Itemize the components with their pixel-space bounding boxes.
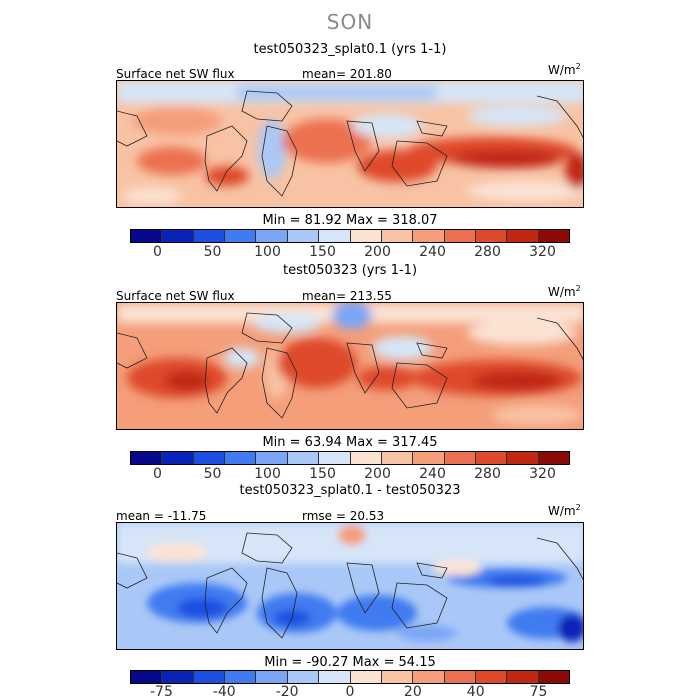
colorbar-swatch — [350, 671, 382, 683]
colorbar-tick-label: 320 — [529, 466, 556, 482]
panel-3-title: test050323_splat0.1 - test050323 — [239, 483, 461, 498]
colorbar-tick-label: 280 — [474, 466, 501, 482]
colorbar-tick-label: 50 — [203, 244, 222, 260]
colorbar-tick-label: 150 — [309, 244, 336, 260]
colorbar-swatch — [225, 230, 257, 242]
panel-2-units: W/m2 — [548, 284, 581, 299]
colorbar-tick-label: -40 — [212, 684, 236, 700]
panel-2-variable-label: Surface net SW flux — [116, 289, 235, 303]
colorbar-swatch — [287, 671, 320, 683]
colorbar-tick-label: 280 — [474, 244, 501, 260]
colorbar-swatch — [350, 452, 382, 464]
panel-3-colorbar-ticks: -75 -40 -20 0 20 40 75 — [130, 684, 570, 700]
panel-1-mean: mean= 201.80 — [302, 67, 392, 81]
colorbar-swatch — [413, 230, 445, 242]
colorbar-tick-label: 240 — [419, 244, 446, 260]
panel-2-map — [116, 302, 584, 430]
colorbar-swatch — [444, 671, 476, 683]
colorbar-swatch — [475, 452, 508, 464]
colorbar-tick-label: -20 — [275, 684, 299, 700]
colorbar-tick-label: 200 — [364, 244, 391, 260]
colorbar-tick-label: -75 — [149, 684, 173, 700]
colorbar-tick-label: 320 — [529, 244, 556, 260]
colorbar-swatch — [193, 671, 226, 683]
colorbar-swatch — [538, 230, 570, 242]
colorbar-tick-label: 100 — [254, 244, 281, 260]
colorbar-swatch — [131, 452, 163, 464]
colorbar-tick-label: 0 — [153, 466, 162, 482]
colorbar-tick-label: 40 — [466, 684, 485, 700]
colorbar-tick-label: 50 — [203, 466, 222, 482]
panel-3-min-max: Min = -90.27 Max = 54.15 — [264, 655, 436, 670]
panel-2-min-max: Min = 63.94 Max = 317.45 — [262, 435, 438, 450]
colorbar-tick-label: 100 — [254, 466, 281, 482]
colorbar-tick-label: 0 — [153, 244, 162, 260]
colorbar-swatch — [287, 452, 320, 464]
colorbar-swatch — [538, 452, 570, 464]
panel-1-colorbar-ticks: 0 50 100 150 200 240 280 320 — [130, 244, 570, 260]
panel-1-colorbar — [130, 229, 570, 243]
colorbar-swatch — [507, 452, 539, 464]
panel-2-mean: mean= 213.55 — [302, 289, 392, 303]
colorbar-swatch — [381, 230, 414, 242]
colorbar-tick-label: 75 — [529, 684, 548, 700]
colorbar-swatch — [538, 671, 570, 683]
panel-3-map — [116, 522, 584, 650]
colorbar-swatch — [256, 230, 288, 242]
panel-3-mean: mean = -11.75 — [116, 509, 207, 523]
colorbar-swatch — [413, 671, 445, 683]
season-title: SON — [326, 10, 374, 34]
colorbar-swatch — [319, 452, 351, 464]
colorbar-swatch — [475, 230, 508, 242]
colorbar-swatch — [381, 452, 414, 464]
colorbar-tick-label: 150 — [309, 466, 336, 482]
colorbar-swatch — [193, 230, 226, 242]
panel-3-colorbar — [130, 670, 570, 684]
panel-1-map-field — [117, 81, 583, 207]
panel-3-units: W/m2 — [548, 503, 581, 518]
colorbar-swatch — [162, 671, 194, 683]
colorbar-swatch — [256, 452, 288, 464]
colorbar-swatch — [475, 671, 508, 683]
panel-3-map-field — [117, 523, 583, 649]
colorbar-swatch — [131, 671, 163, 683]
colorbar-swatch — [319, 671, 351, 683]
colorbar-tick-label: 240 — [419, 466, 446, 482]
panel-1-variable-label: Surface net SW flux — [116, 67, 235, 81]
colorbar-swatch — [319, 230, 351, 242]
panel-2-colorbar — [130, 451, 570, 465]
colorbar-swatch — [507, 671, 539, 683]
colorbar-tick-label: 20 — [403, 684, 422, 700]
colorbar-swatch — [256, 671, 288, 683]
panel-2-colorbar-ticks: 0 50 100 150 200 240 280 320 — [130, 466, 570, 482]
panel-1-min-max: Min = 81.92 Max = 318.07 — [262, 213, 438, 228]
colorbar-swatch — [444, 452, 476, 464]
colorbar-swatch — [287, 230, 320, 242]
colorbar-tick-label: 0 — [345, 684, 355, 700]
colorbar-swatch — [381, 671, 414, 683]
colorbar-swatch — [350, 230, 382, 242]
panel-1-title: test050323_splat0.1 (yrs 1-1) — [253, 42, 447, 57]
colorbar-swatch — [131, 230, 163, 242]
colorbar-swatch — [225, 671, 257, 683]
panel-3-rmse: rmse = 20.53 — [302, 509, 385, 523]
colorbar-swatch — [444, 230, 476, 242]
colorbar-swatch — [193, 452, 226, 464]
colorbar-swatch — [507, 230, 539, 242]
colorbar-swatch — [162, 230, 194, 242]
panel-2-title: test050323 (yrs 1-1) — [282, 263, 418, 278]
panel-2-map-field — [117, 303, 583, 429]
panel-1-map — [116, 80, 584, 208]
colorbar-tick-label: 200 — [364, 466, 391, 482]
panel-1-units: W/m2 — [548, 62, 581, 77]
colorbar-swatch — [225, 452, 257, 464]
colorbar-swatch — [413, 452, 445, 464]
colorbar-swatch — [162, 452, 194, 464]
